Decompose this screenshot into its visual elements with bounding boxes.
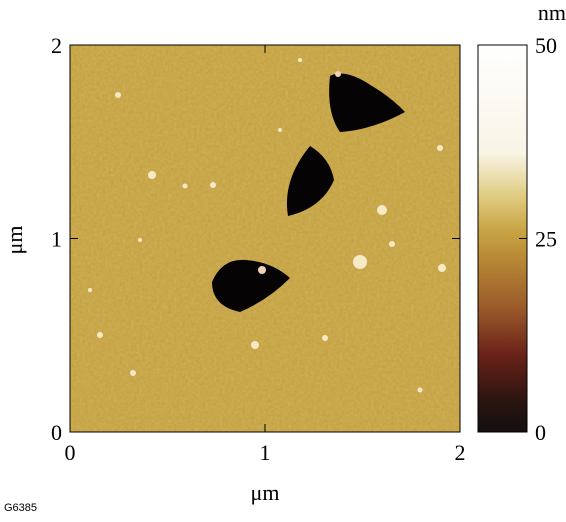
y-tick-label: 1 — [51, 227, 62, 252]
y-tick-label: 2 — [51, 33, 62, 58]
x-tick-label: 1 — [260, 440, 271, 465]
colorbar-tick-label: 0 — [535, 420, 546, 445]
y-tick-label: 0 — [51, 420, 62, 445]
y-axis-label: μm — [2, 226, 27, 255]
afm-image — [70, 45, 460, 432]
x-axis-label: μm — [251, 480, 280, 505]
colorbar-tick-label: 25 — [535, 227, 557, 252]
colorbar-label: nm — [538, 0, 566, 25]
chart: nm μm μm G6385 0 1 2 0 1 2 0 25 50 — [0, 0, 566, 517]
x-tick-label: 0 — [65, 440, 76, 465]
x-tick-label: 2 — [455, 440, 466, 465]
figure-code: G6385 — [4, 502, 37, 514]
colorbar-tick-label: 50 — [535, 33, 557, 58]
